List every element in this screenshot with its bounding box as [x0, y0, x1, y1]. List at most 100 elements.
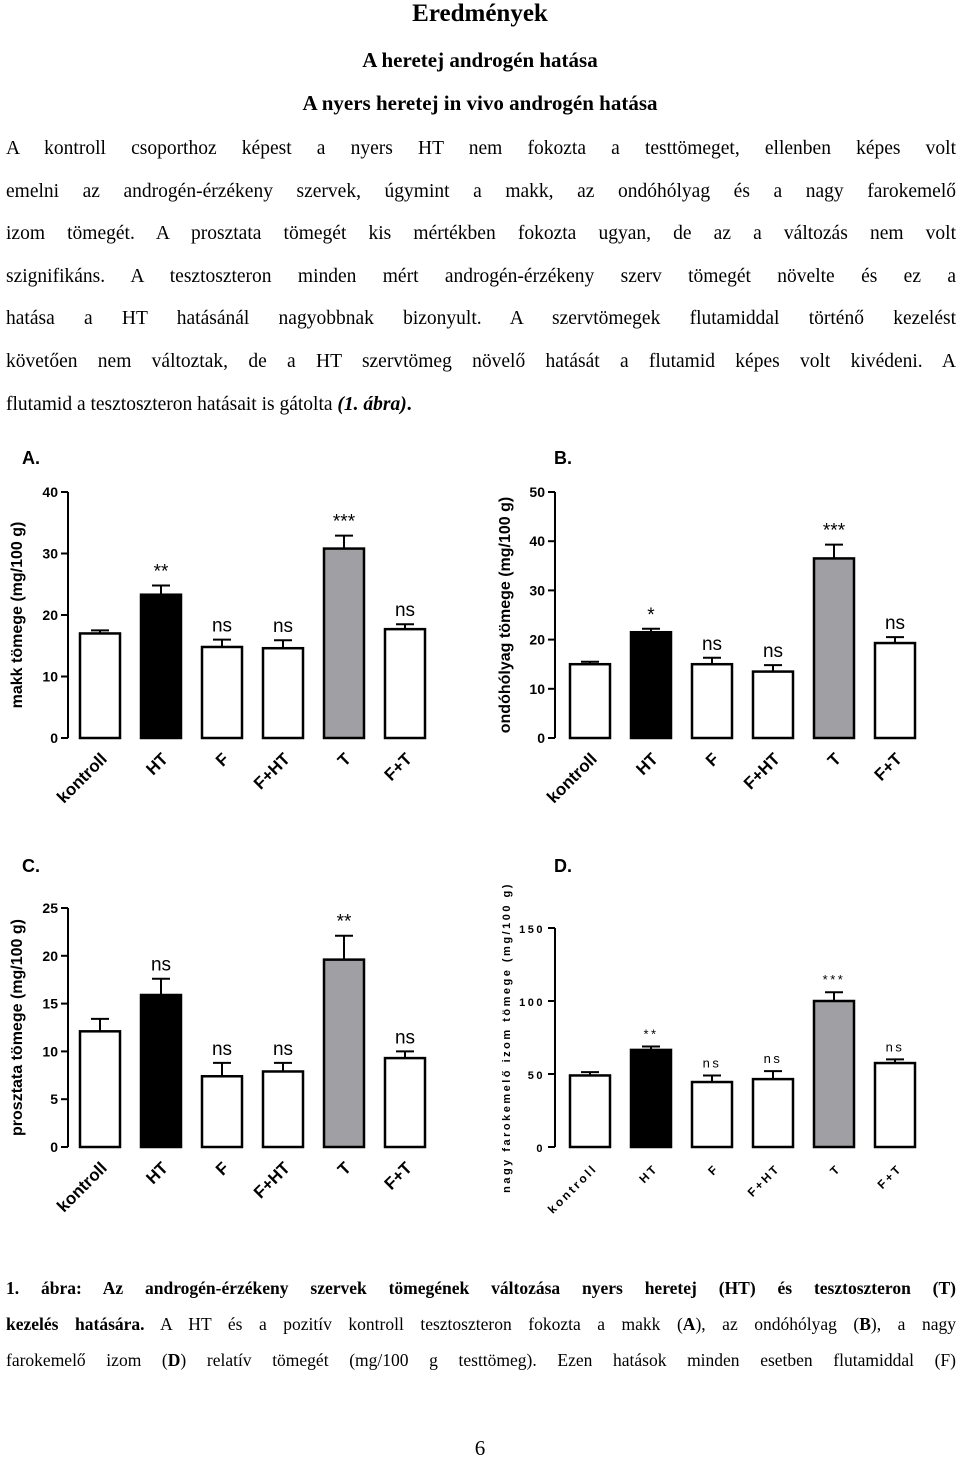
significance-label: * [647, 605, 655, 626]
bar-kontroll [78, 1030, 122, 1149]
paragraph-line: hatása a HT hatásánál nagyobbnak bizonyu… [6, 308, 956, 330]
x2: . [406, 393, 412, 415]
y-tick-label: 5 [50, 1091, 58, 1107]
c3: ), az ondóhólyag ( [695, 1314, 860, 1334]
x-tick-label: F+HT [740, 749, 784, 793]
x-tick-label: F+HT [250, 749, 294, 793]
section-title: Eredmények [412, 0, 548, 27]
bar-kontroll [568, 1074, 612, 1149]
chart-panel-b: B. 0 10 20 30 40 50 ondóhólyag tömege (mg/100 g… [497, 448, 917, 807]
x-tick-label: F+HT [250, 1158, 294, 1202]
bar-kontroll [568, 662, 612, 740]
results-paragraph: A kontroll csoporthoz képest a nyers HT … [6, 128, 956, 426]
caption-line: kezelés hatására. A HT és a pozitív kont… [6, 1306, 956, 1342]
significance-label: ns [212, 616, 232, 637]
chart-panel-a: A. 0 10 20 30 40 makk tömege (mg/100 g) kontrol… [9, 448, 427, 807]
bar-F+HT [751, 670, 795, 740]
significance-label: ns [273, 1039, 293, 1060]
c4: B [859, 1314, 871, 1334]
y-tick-label: 0 [536, 1143, 545, 1155]
y-tick-label: 30 [529, 582, 545, 598]
bar-T [812, 999, 856, 1149]
significance-label: ** [154, 561, 169, 582]
y-axis-label: nagy farokemelő izom tömege (mg/100 g) [501, 882, 513, 1193]
x-tick-label: HT [142, 749, 172, 779]
y-tick-label: 15 [42, 996, 58, 1012]
x-tick-label: F+T [381, 1158, 417, 1194]
significance-label: ns [764, 1051, 783, 1066]
c7: D [167, 1350, 181, 1370]
significance-label: *** [823, 521, 846, 542]
y-tick-label: 150 [519, 924, 545, 936]
x-tick-label: kontroll [545, 1161, 600, 1216]
x-tick-label: kontroll [543, 749, 601, 807]
bar-HT [139, 593, 183, 740]
significance-label: ns [395, 600, 415, 621]
x-tick-label: F [705, 1161, 722, 1178]
bar-F [200, 645, 244, 740]
x-tick-label: T [334, 1158, 355, 1179]
bar-F+T [873, 641, 917, 740]
x-tick-label: T [824, 749, 845, 770]
x-tick-label: F+T [875, 1161, 906, 1192]
x-tick-label: F+T [871, 749, 907, 785]
panel-label: A. [22, 448, 40, 468]
y-tick-label: 0 [50, 1139, 58, 1155]
bar-T [322, 958, 366, 1149]
x-tick-label: F+HT [745, 1161, 783, 1199]
figure-reference: (1. ábra) [337, 393, 407, 415]
bar-F+T [383, 1056, 427, 1149]
significance-label: ** [643, 1027, 658, 1042]
x-tick-label: HT [632, 749, 662, 779]
subsection-title: A heretej androgén hatása [362, 48, 598, 72]
paragraph-line: szignifikáns. A tesztoszteron minden mér… [6, 265, 956, 287]
caption-line: farokemelő izom (D) relatív tömegét (mg/… [6, 1342, 956, 1378]
significance-label: ns [151, 955, 171, 976]
y-tick-label: 100 [519, 997, 545, 1009]
y-axis-label: makk tömege (mg/100 g) [9, 522, 26, 709]
bar-T [322, 547, 366, 740]
x-tick-label: T [827, 1161, 844, 1178]
bar-F+T [383, 627, 427, 740]
y-tick-label: 50 [528, 1070, 545, 1082]
y-tick-label: 10 [529, 681, 545, 697]
paragraph-line: izom tömegét. A prosztata tömegét kis mé… [6, 223, 956, 245]
significance-label: ns [703, 1055, 722, 1070]
panel-label: D. [554, 856, 572, 876]
y-tick-label: 40 [42, 484, 58, 500]
significance-label: ns [273, 616, 293, 637]
y-tick-label: 20 [529, 632, 545, 648]
bar-F+HT [261, 1070, 305, 1149]
paragraph-line: emelni az androgén-érzékeny szervek, úgy… [6, 180, 956, 202]
x-tick-label: HT [142, 1158, 172, 1188]
c6: farokemelő izom ( [6, 1350, 168, 1370]
bar-T [812, 557, 856, 740]
significance-label: ** [337, 912, 352, 933]
caption-bold: kezelés hatására. [6, 1314, 145, 1334]
caption-line: 1. ábra: Az androgén-érzékeny szervek tö… [6, 1278, 956, 1298]
x-tick-label: F [702, 749, 723, 770]
significance-label: *** [333, 512, 356, 533]
significance-label: ns [395, 1027, 415, 1048]
x-tick-label: HT [636, 1161, 661, 1186]
subsubsection-title: A nyers heretej in vivo androgén hatása [302, 91, 658, 115]
y-tick-label: 10 [42, 669, 58, 685]
y-tick-label: 10 [42, 1043, 58, 1059]
bar-F [690, 1080, 734, 1149]
panel-label: B. [554, 448, 572, 468]
paragraph-line: A kontroll csoporthoz képest a nyers HT … [6, 138, 956, 159]
x-tick-label: kontroll [53, 1158, 111, 1216]
bar-HT [629, 1048, 673, 1149]
significance-label: ns [702, 634, 722, 655]
x-tick-label: T [334, 749, 355, 770]
y-tick-label: 40 [529, 533, 545, 549]
y-tick-label: 25 [42, 900, 58, 916]
c8: ) relatív tömegét (mg/100 g testtömeg). … [180, 1350, 956, 1370]
paragraph-line: követően nem változtak, de a HT szervtöm… [6, 350, 956, 372]
y-axis-label: ondóhólyag tömege (mg/100 g) [497, 497, 514, 733]
x-tick-label: F [212, 749, 233, 770]
bar-F+HT [751, 1077, 795, 1149]
x-tick-label: F+T [381, 749, 417, 785]
bar-F+HT [261, 646, 305, 740]
y-tick-label: 20 [42, 607, 58, 623]
